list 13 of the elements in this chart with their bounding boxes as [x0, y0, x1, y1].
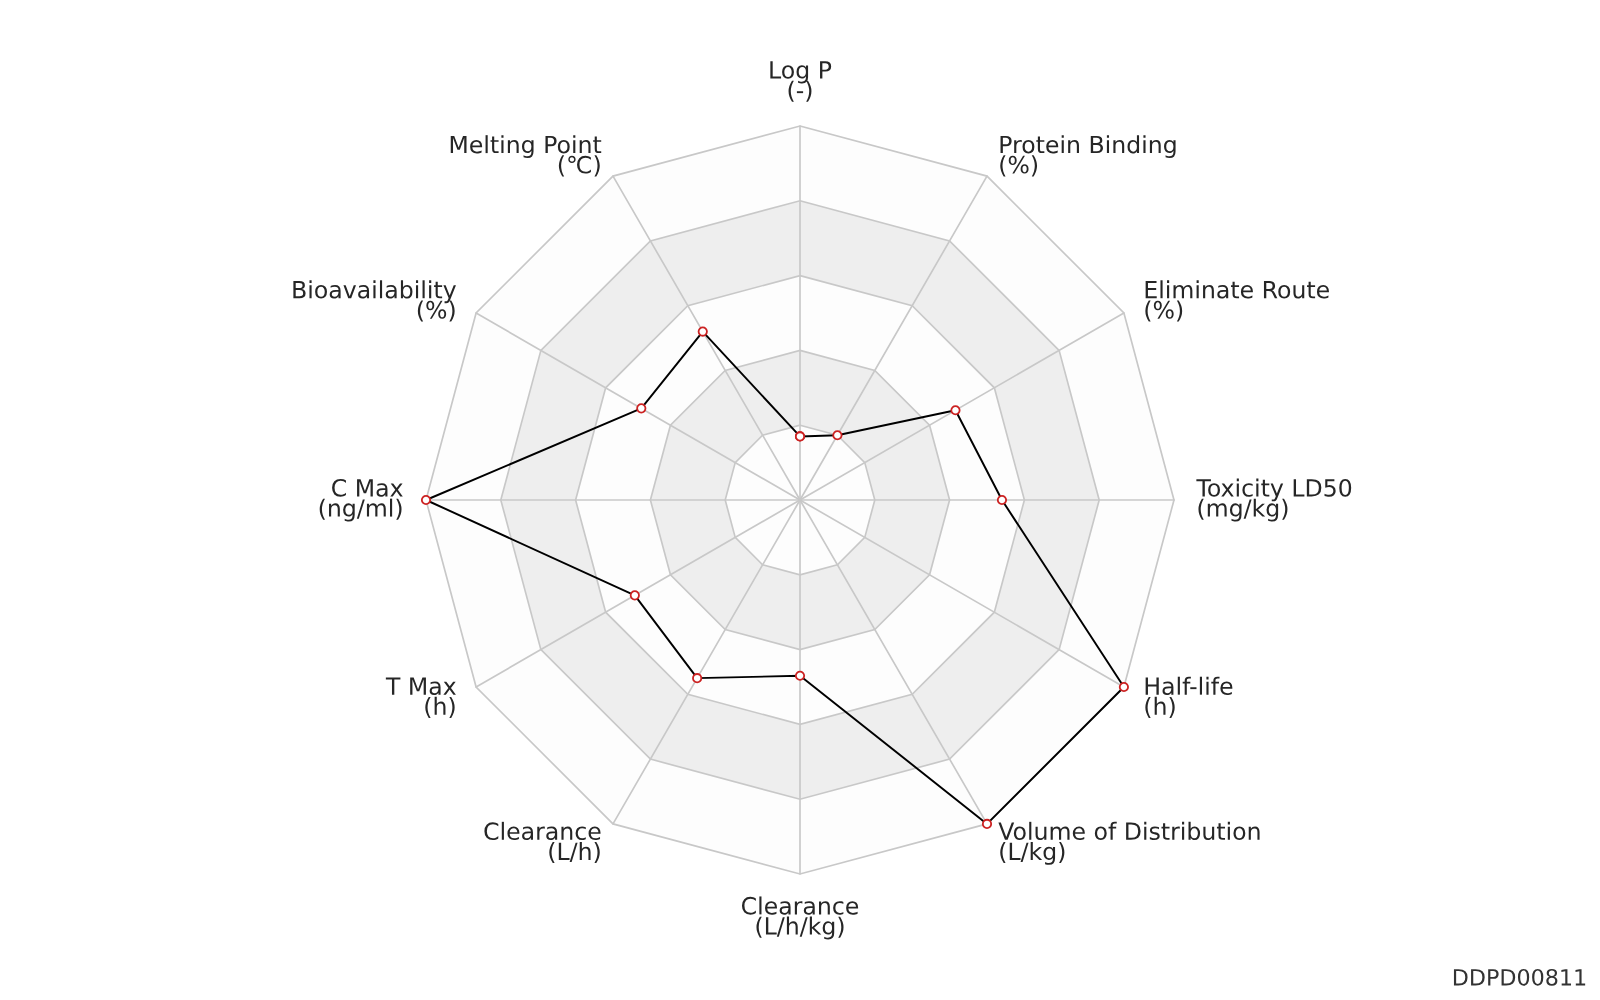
spoke-label: Melting Point (℃): [450, 135, 602, 177]
spoke-label: Clearance (L/h/kg): [741, 896, 859, 940]
spoke-label: Toxicity LD50 (mg/kg): [1196, 478, 1352, 522]
spoke-label: T Max (h): [385, 677, 456, 718]
spoke-label: C Max (ng/ml): [319, 478, 403, 522]
spoke-label: Clearance (L/h): [484, 821, 601, 864]
spoke-label: Volume of Distribution (L/kg): [998, 821, 1260, 865]
spoke-label: Eliminate Route (%): [1145, 280, 1329, 322]
spoke-label: Protein Binding (%): [1000, 135, 1176, 177]
text: DDPD00811: [1453, 968, 1586, 986]
spoke-label: Half-life (h): [1145, 676, 1233, 718]
spoke-label: Log P (-): [770, 61, 832, 102]
spoke-label: Bioavailability (%): [293, 280, 456, 322]
